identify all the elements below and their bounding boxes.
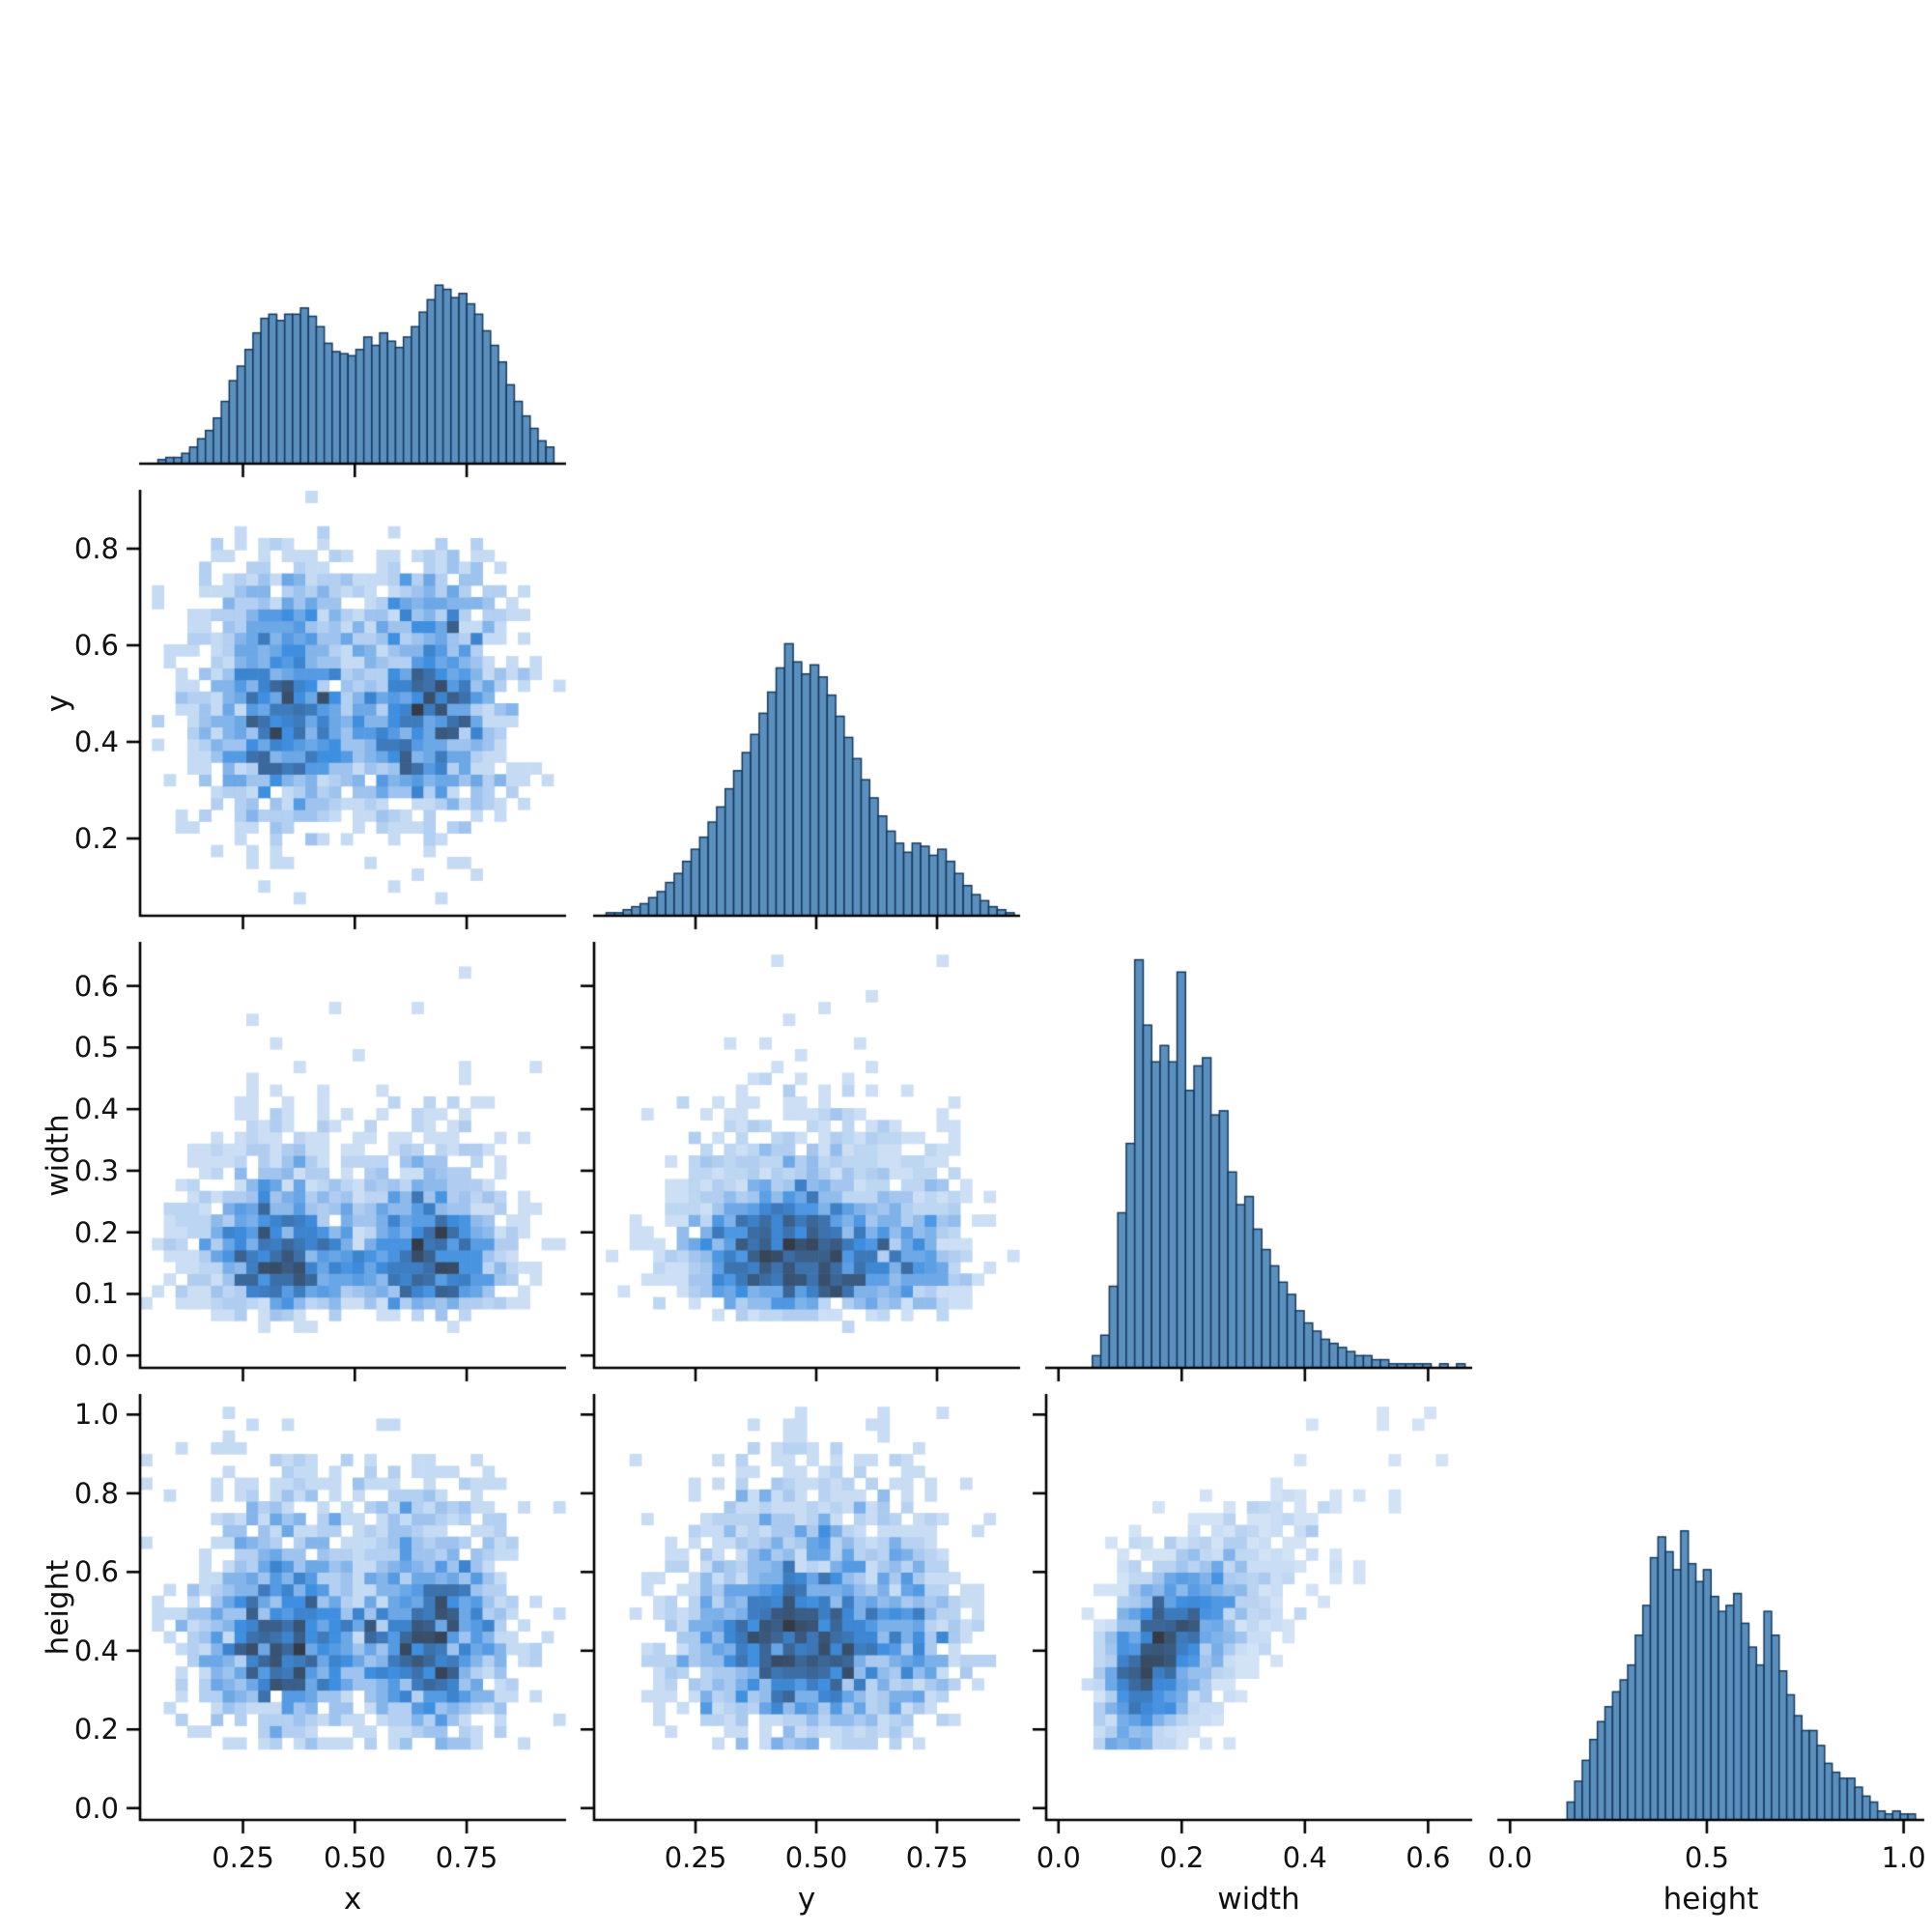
y-tick-label: 0.2 bbox=[73, 1713, 119, 1747]
y-tick-label: 0.8 bbox=[73, 532, 119, 565]
panel-hist2d-width-vs-y bbox=[580, 938, 1024, 1387]
y-tick-label: 0.5 bbox=[73, 1031, 119, 1065]
hist-x-canvas bbox=[126, 34, 570, 483]
hist2d-height-vs-y-canvas bbox=[580, 1390, 1024, 1839]
y-tick-label: 1.0 bbox=[73, 1398, 119, 1432]
x-tick-label: 0.4 bbox=[1282, 1841, 1327, 1874]
hist-height-canvas bbox=[1484, 1390, 1928, 1839]
x-tick-label: 0.50 bbox=[784, 1841, 848, 1874]
y-axis-label: height bbox=[41, 1559, 75, 1656]
y-tick-label: 0.6 bbox=[73, 629, 119, 662]
hist2d-width-vs-y-canvas bbox=[580, 938, 1024, 1387]
panel-hist-y bbox=[580, 486, 1024, 935]
x-tick-label: 0.50 bbox=[324, 1841, 386, 1874]
panel-hist2d-height-vs-width bbox=[1032, 1390, 1476, 1839]
y-tick-label: 0.4 bbox=[73, 1093, 119, 1126]
y-tick-label: 0.6 bbox=[73, 969, 119, 1003]
x-axis-label: height bbox=[1662, 1882, 1759, 1917]
x-axis-label: y bbox=[797, 1882, 816, 1917]
x-tick-label: 0.25 bbox=[664, 1841, 727, 1874]
x-axis-label: x bbox=[343, 1882, 362, 1917]
panel-hist-x bbox=[126, 34, 570, 483]
hist2d-y-vs-x-canvas bbox=[126, 486, 570, 935]
hist2d-height-vs-x-canvas bbox=[126, 1390, 570, 1839]
panel-hist-height bbox=[1484, 1390, 1928, 1839]
y-tick-label: 0.0 bbox=[73, 1339, 119, 1373]
x-tick-label: 0.0 bbox=[1036, 1841, 1081, 1874]
panel-hist-width bbox=[1032, 938, 1476, 1387]
panel-hist2d-width-vs-x bbox=[126, 938, 570, 1387]
hist-y-canvas bbox=[580, 486, 1024, 935]
x-tick-label: 1.0 bbox=[1881, 1841, 1926, 1874]
y-tick-label: 0.8 bbox=[73, 1476, 119, 1510]
x-axis-label: width bbox=[1217, 1882, 1300, 1917]
x-tick-label: 0.2 bbox=[1159, 1841, 1205, 1874]
y-tick-label: 0.4 bbox=[73, 725, 119, 758]
x-tick-label: 0.75 bbox=[905, 1841, 969, 1874]
y-tick-label: 0.3 bbox=[73, 1153, 119, 1187]
x-tick-label: 0.0 bbox=[1488, 1841, 1533, 1874]
hist2d-width-vs-x-canvas bbox=[126, 938, 570, 1387]
panel-hist2d-height-vs-y bbox=[580, 1390, 1024, 1839]
y-axis-label: width bbox=[41, 1114, 75, 1197]
panel-hist2d-height-vs-x bbox=[126, 1390, 570, 1839]
y-tick-label: 0.0 bbox=[73, 1791, 119, 1825]
x-tick-label: 0.25 bbox=[212, 1841, 274, 1874]
y-tick-label: 0.1 bbox=[73, 1277, 119, 1311]
x-tick-label: 0.5 bbox=[1684, 1841, 1729, 1874]
hist-width-canvas bbox=[1032, 938, 1476, 1387]
y-tick-label: 0.4 bbox=[73, 1634, 119, 1667]
y-axis-label: y bbox=[41, 694, 75, 713]
panel-hist2d-y-vs-x bbox=[126, 486, 570, 935]
x-tick-label: 0.75 bbox=[435, 1841, 498, 1874]
hist2d-height-vs-width-canvas bbox=[1032, 1390, 1476, 1839]
x-tick-label: 0.6 bbox=[1406, 1841, 1451, 1874]
y-tick-label: 0.2 bbox=[73, 822, 119, 855]
y-tick-label: 0.6 bbox=[73, 1555, 119, 1589]
y-tick-label: 0.2 bbox=[73, 1215, 119, 1249]
